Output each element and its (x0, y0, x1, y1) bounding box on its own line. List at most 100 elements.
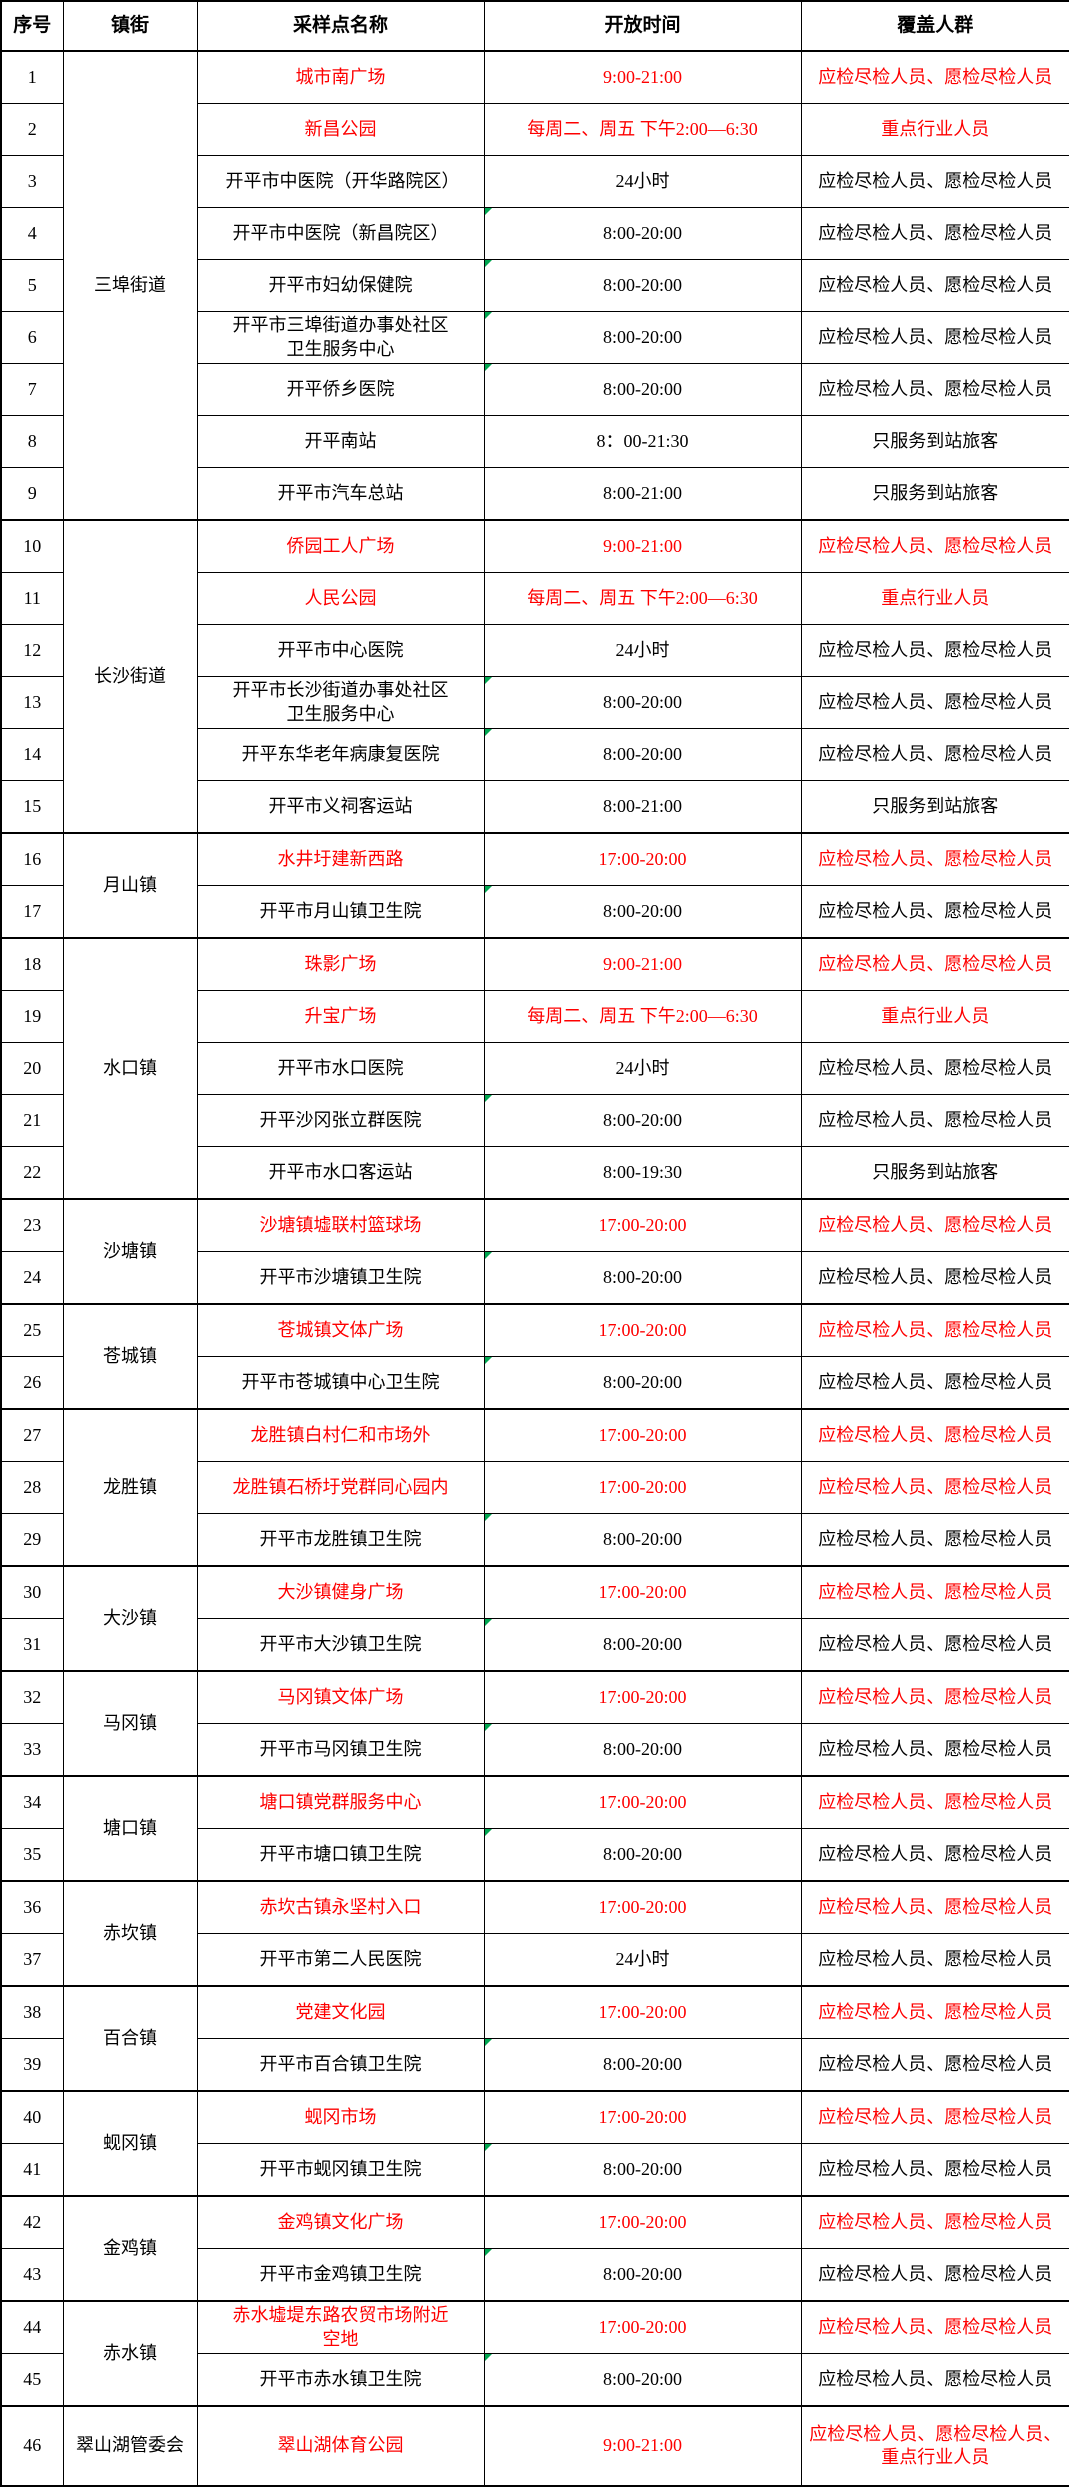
seq-cell: 40 (0, 2090, 64, 2144)
open-time-cell: 8:00-20:00 (483, 1094, 802, 1147)
open-time-cell: 8:00-20:00 (483, 2353, 802, 2407)
site-name-cell: 开平市长沙街道办事处社区卫生服务中心 (196, 676, 485, 729)
seq-cell: 14 (0, 728, 64, 781)
table-row: 33 开平市马冈镇卫生院 8:00-20:00 应检尽检人员、愿检尽检人员 (0, 1723, 1069, 1777)
site-name-cell: 党建文化园 (196, 1985, 485, 2039)
table-row: 32 马冈镇 马冈镇文体广场 17:00-20:00 应检尽检人员、愿检尽检人员 (0, 1670, 1069, 1777)
cell-comment-marker-icon (485, 886, 492, 893)
crowd-cell: 应检尽检人员、愿检尽检人员 (800, 2090, 1069, 2144)
cell-comment-marker-icon (485, 1724, 492, 1731)
crowd-cell: 应检尽检人员、愿检尽检人员 (800, 519, 1069, 573)
open-time-text: 8:00-20:00 (603, 2368, 682, 2389)
seq-cell: 42 (0, 2195, 64, 2249)
seq-cell: 34 (0, 1775, 64, 1829)
open-time-text: 9:00-21:00 (603, 953, 682, 974)
open-time-text: 每周二、周五 下午2:00—6:30 (527, 587, 758, 608)
cell-comment-marker-icon (485, 1357, 492, 1364)
site-name-cell: 开平沙冈张立群医院 (196, 1094, 485, 1147)
table-row: 13 开平市长沙街道办事处社区卫生服务中心 8:00-20:00 应检尽检人员、愿检尽… (0, 676, 1069, 729)
open-time-text: 9:00-21:00 (603, 2435, 682, 2456)
crowd-cell: 应检尽检人员、愿检尽检人员 (800, 624, 1069, 677)
site-name-cell: 开平市金鸡镇卫生院 (196, 2248, 485, 2302)
seq-cell: 4 (0, 207, 64, 260)
open-time-cell: 每周二、周五 下午2:00—6:30 (483, 572, 802, 625)
seq-cell: 41 (0, 2143, 64, 2197)
site-name-cell: 塘口镇党群服务中心 (196, 1775, 485, 1829)
open-time-text: 8:00-21:00 (603, 482, 682, 503)
table-row: 7 开平侨乡医院 8:00-20:00 应检尽检人员、愿检尽检人员 (0, 363, 1069, 416)
crowd-cell: 应检尽检人员、愿检尽检人员 (800, 1251, 1069, 1305)
open-time-text: 24小时 (615, 170, 670, 191)
open-time-cell: 8:00-20:00 (483, 2143, 802, 2197)
site-name-cell: 开平市马冈镇卫生院 (196, 1723, 485, 1777)
table-row: 18 水口镇 珠影广场 9:00-21:00 应检尽检人员、愿检尽检人员 (0, 937, 1069, 1200)
table-row: 4 开平市中医院（新昌院区） 8:00-20:00 应检尽检人员、愿检尽检人员 (0, 207, 1069, 260)
open-time-cell: 17:00-20:00 (483, 2300, 802, 2354)
crowd-cell: 只服务到站旅客 (800, 467, 1069, 521)
crowd-cell: 应检尽检人员、愿检尽检人员 (800, 1985, 1069, 2039)
seq-cell: 25 (0, 1303, 64, 1357)
table-row: 20 开平市水口医院 24小时 应检尽检人员、愿检尽检人员 (0, 1042, 1069, 1095)
town-cell: 百合镇 (62, 1985, 198, 2092)
cell-comment-marker-icon (485, 1829, 492, 1836)
table-row: 14 开平东华老年病康复医院 8:00-20:00 应检尽检人员、愿检尽检人员 (0, 728, 1069, 781)
seq-cell: 22 (0, 1146, 64, 1200)
seq-cell: 28 (0, 1461, 64, 1514)
crowd-cell: 应检尽检人员、愿检尽检人员 (800, 2353, 1069, 2407)
crowd-cell: 应检尽检人员、愿检尽检人员 (800, 1775, 1069, 1829)
open-time-text: 8:00-20:00 (603, 378, 682, 399)
site-name-cell: 升宝广场 (196, 990, 485, 1043)
open-time-cell: 8:00-20:00 (483, 2248, 802, 2302)
seq-cell: 3 (0, 155, 64, 208)
table-row: 39 开平市百合镇卫生院 8:00-20:00 应检尽检人员、愿检尽检人员 (0, 2038, 1069, 2092)
open-time-text: 8:00-20:00 (603, 1738, 682, 1759)
crowd-cell: 只服务到站旅客 (800, 1146, 1069, 1200)
crowd-cell: 应检尽检人员、愿检尽检人员、重点行业人员 (800, 2405, 1069, 2487)
open-time-text: 9:00-21:00 (603, 535, 682, 556)
seq-cell: 23 (0, 1198, 64, 1252)
site-name-cell: 开平市中医院（开华路院区） (196, 155, 485, 208)
table-row: 31 开平市大沙镇卫生院 8:00-20:00 应检尽检人员、愿检尽检人员 (0, 1618, 1069, 1672)
site-name-cell: 水井圩建新西路 (196, 832, 485, 886)
column-header-time: 开放时间 (483, 0, 802, 52)
seq-cell: 8 (0, 415, 64, 468)
crowd-cell: 只服务到站旅客 (800, 415, 1069, 468)
crowd-cell: 应检尽检人员、愿检尽检人员 (800, 1565, 1069, 1619)
open-time-text: 17:00-20:00 (598, 1581, 687, 1602)
town-cell: 长沙街道 (62, 519, 198, 834)
crowd-cell: 应检尽检人员、愿检尽检人员 (800, 1356, 1069, 1410)
crowd-cell: 应检尽检人员、愿检尽检人员 (800, 2143, 1069, 2197)
open-time-text: 24小时 (615, 1057, 670, 1078)
site-name-cell: 开平市大沙镇卫生院 (196, 1618, 485, 1672)
site-name-cell: 开平市第二人民医院 (196, 1933, 485, 1987)
column-header-town: 镇街 (62, 0, 198, 52)
table-body: 1 三埠街道 城市南广场 9:00-21:00 应检尽检人员、愿检尽检人员 2 新昌公园 每周… (0, 50, 1069, 2487)
site-name-cell: 苍城镇文体广场 (196, 1303, 485, 1357)
crowd-cell: 应检尽检人员、愿检尽检人员 (800, 1461, 1069, 1514)
open-time-text: 8:00-20:00 (603, 326, 682, 347)
table-row: 19 升宝广场 每周二、周五 下午2:00—6:30 重点行业人员 (0, 990, 1069, 1043)
crowd-cell: 应检尽检人员、愿检尽检人员 (800, 155, 1069, 208)
open-time-cell: 8:00-20:00 (483, 1828, 802, 1882)
site-name-cell: 侨园工人广场 (196, 519, 485, 573)
table-row: 25 苍城镇 苍城镇文体广场 17:00-20:00 应检尽检人员、愿检尽检人员 (0, 1303, 1069, 1410)
open-time-text: 17:00-20:00 (598, 2001, 687, 2022)
seq-cell: 19 (0, 990, 64, 1043)
seq-cell: 37 (0, 1933, 64, 1987)
cell-comment-marker-icon (485, 208, 492, 215)
crowd-cell: 应检尽检人员、愿检尽检人员 (800, 1880, 1069, 1934)
table-row: 34 塘口镇 塘口镇党群服务中心 17:00-20:00 应检尽检人员、愿检尽检人员 (0, 1775, 1069, 1882)
open-time-cell: 8:00-20:00 (483, 885, 802, 939)
open-time-text: 8:00-20:00 (603, 691, 682, 712)
town-cell: 水口镇 (62, 937, 198, 1200)
open-time-cell: 24小时 (483, 1042, 802, 1095)
open-time-text: 17:00-20:00 (598, 2211, 687, 2232)
site-name-cell: 龙胜镇白村仁和市场外 (196, 1408, 485, 1462)
seq-cell: 17 (0, 885, 64, 939)
crowd-cell: 应检尽检人员、愿检尽检人员 (800, 1670, 1069, 1724)
open-time-cell: 17:00-20:00 (483, 1670, 802, 1724)
site-name-cell: 龙胜镇石桥圩党群同心园内 (196, 1461, 485, 1514)
open-time-text: 17:00-20:00 (598, 2316, 687, 2337)
crowd-cell: 应检尽检人员、愿检尽检人员 (800, 1828, 1069, 1882)
